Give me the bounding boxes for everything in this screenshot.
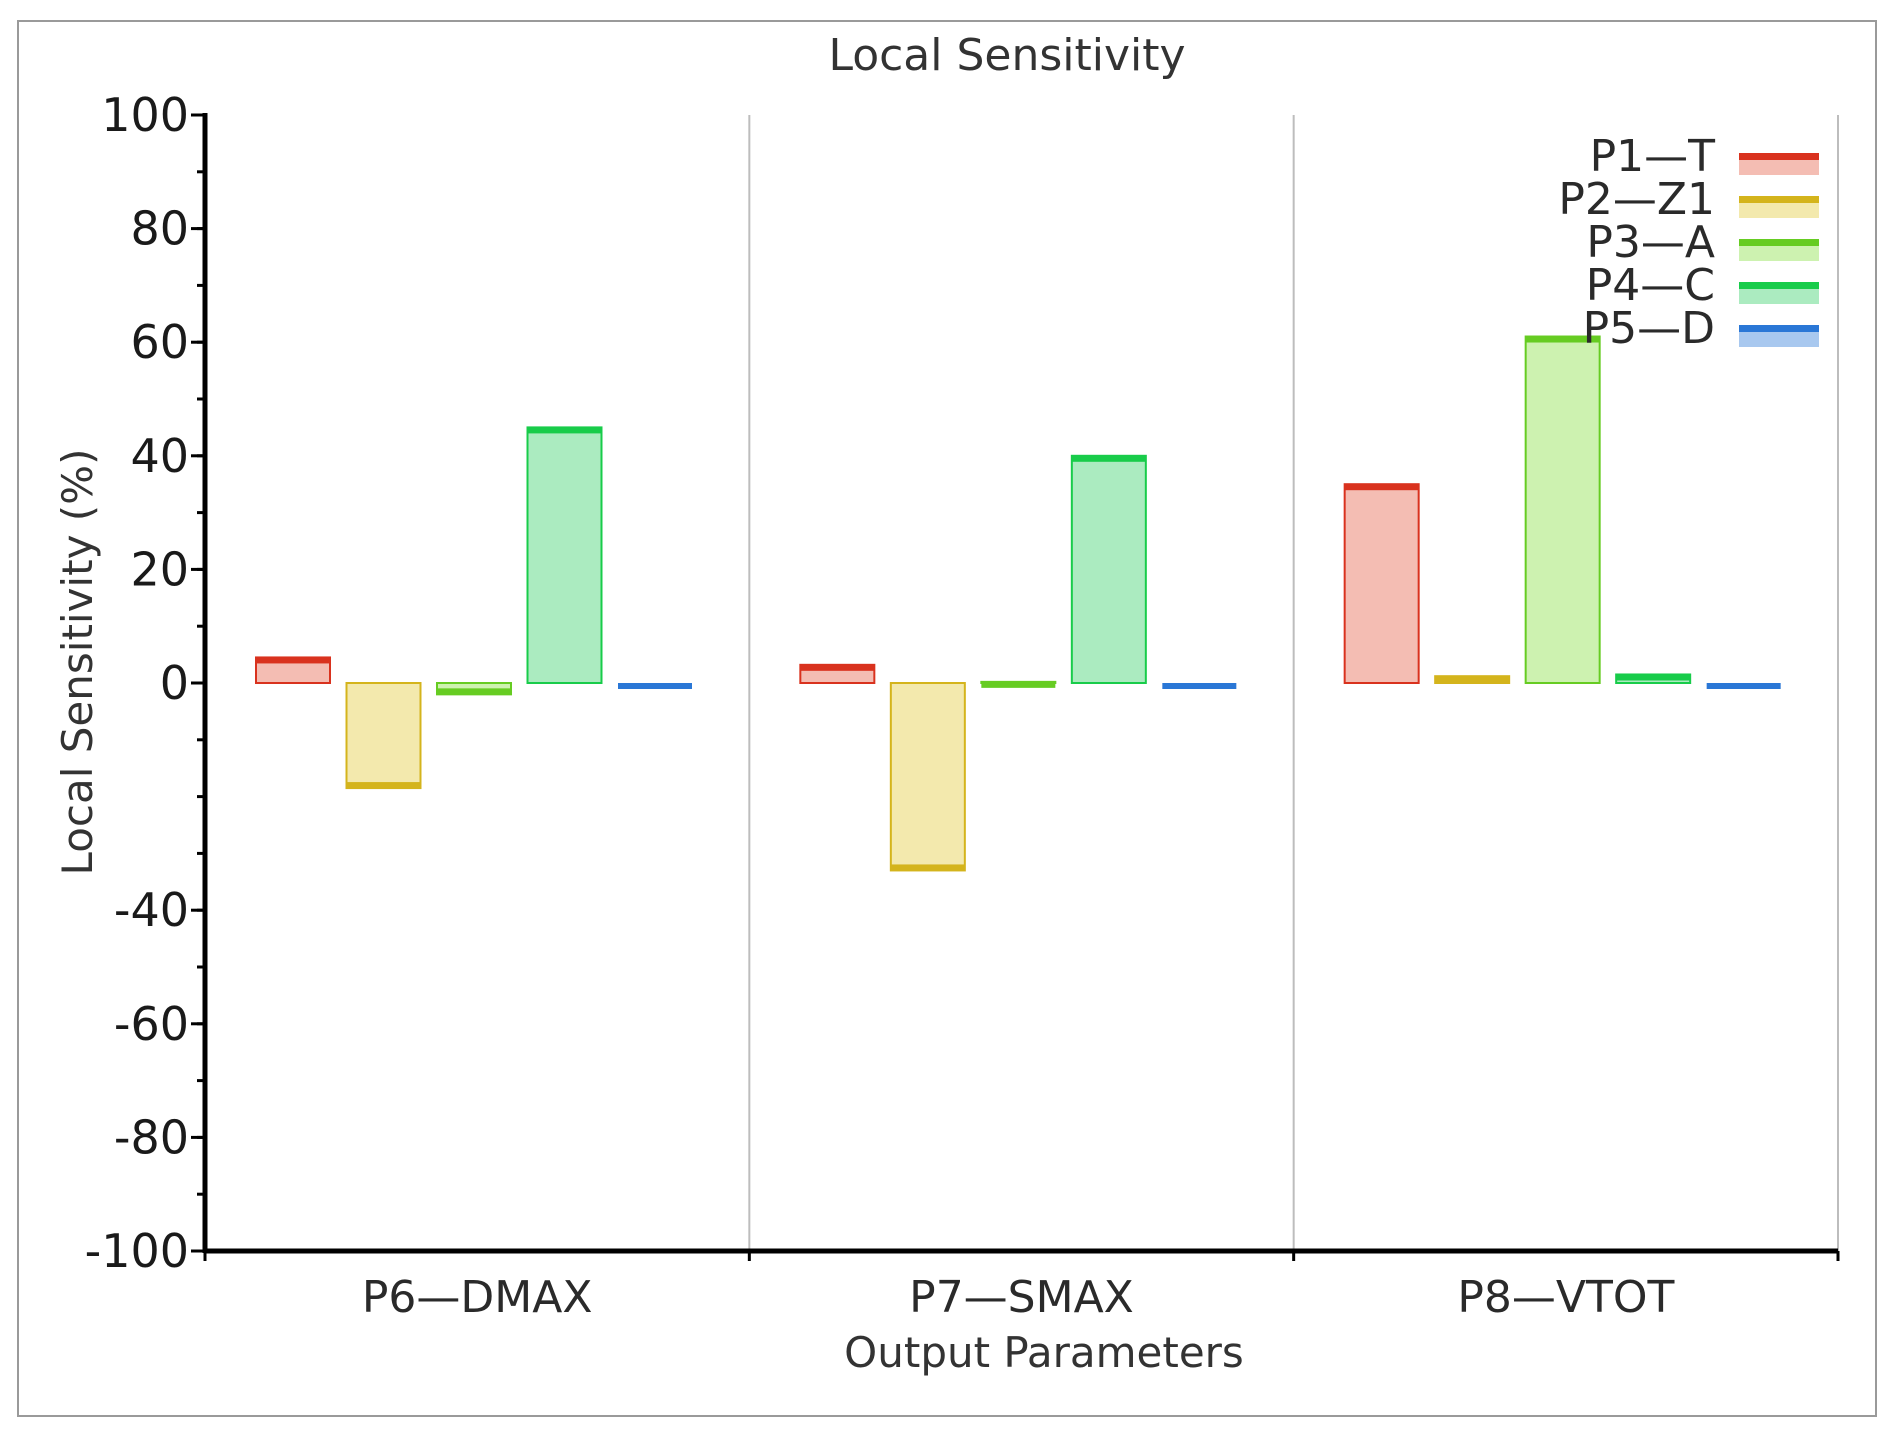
x-tick-label: P6—DMAX xyxy=(362,1272,593,1323)
bar-0-1 xyxy=(799,663,876,684)
bar-2-2 xyxy=(1524,335,1601,684)
legend-label: P1—T xyxy=(1590,131,1716,182)
bar-1-2 xyxy=(1434,675,1511,685)
bar-2-0 xyxy=(436,682,512,696)
bar-4-0 xyxy=(618,683,692,689)
legend-swatch-line xyxy=(1739,282,1819,289)
bar-1-0 xyxy=(345,682,422,790)
y-tick-label: -80 xyxy=(114,1110,189,1164)
bar-4-2 xyxy=(1706,683,1781,689)
y-axis-label: Local Sensitivity (%) xyxy=(53,449,102,876)
legend-swatch-line xyxy=(1739,153,1819,160)
legend-label: P5—D xyxy=(1583,303,1715,354)
bar-0-0 xyxy=(255,656,331,685)
y-tick-label: -40 xyxy=(114,883,189,937)
bar-cap xyxy=(1162,683,1237,689)
bar-cap xyxy=(800,664,875,671)
bar-cap xyxy=(256,657,330,664)
x-tick-label: P8—VTOT xyxy=(1457,1272,1674,1323)
bar-body xyxy=(345,682,422,790)
bar-3-1 xyxy=(1070,454,1147,684)
y-tick-label: 20 xyxy=(130,542,189,596)
y-tick-label: 100 xyxy=(101,88,189,142)
bar-3-2 xyxy=(1615,673,1692,684)
bar-cap xyxy=(346,782,421,789)
bar-cap xyxy=(1525,336,1600,343)
legend-label: P3—A xyxy=(1586,217,1715,268)
bar-cap xyxy=(1435,676,1510,683)
bar-cap xyxy=(981,681,1056,688)
bar-body xyxy=(1070,454,1147,684)
legend-entry: P1—T xyxy=(1590,131,1819,182)
bar-cap xyxy=(618,683,692,689)
legend-entry: P2—Z1 xyxy=(1558,174,1819,225)
y-ticks: 100 80 60 40 20 0 -40 -60 -80 -100 xyxy=(85,88,205,1278)
x-axis-label: Output Parameters xyxy=(844,1328,1244,1377)
bar-4-1 xyxy=(1162,683,1237,689)
bar-cap xyxy=(1616,674,1691,681)
chart-title: Local Sensitivity xyxy=(828,30,1185,81)
legend-swatch-line xyxy=(1739,325,1819,332)
bar-body xyxy=(1343,483,1420,685)
bar-2-1 xyxy=(980,680,1057,688)
bar-1-1 xyxy=(889,682,966,872)
y-tick-label: 60 xyxy=(130,315,189,369)
bar-3-0 xyxy=(526,426,603,684)
legend-swatch-line xyxy=(1739,196,1819,203)
chart-canvas: Local Sensitivity 100 80 60 40 20 0 -40 -60 -80 -… xyxy=(53,30,1840,1377)
legend-swatch-fill xyxy=(1739,288,1819,304)
bar-cap xyxy=(1071,455,1146,462)
legend-entry: P5—D xyxy=(1583,303,1819,354)
bar-cap xyxy=(890,864,965,871)
y-tick-label: -100 xyxy=(85,1224,189,1278)
bar-body xyxy=(1524,335,1601,684)
bar-body xyxy=(526,426,603,684)
bars xyxy=(255,335,1781,872)
bar-0-2 xyxy=(1343,483,1420,685)
category-separators xyxy=(748,115,1839,1251)
legend-swatch-fill xyxy=(1739,331,1819,347)
chart-frame: Local Sensitivity 100 80 60 40 20 0 -40 -60 -80 -… xyxy=(17,20,1877,1417)
legend-swatch-fill xyxy=(1739,159,1819,175)
bar-cap xyxy=(437,688,511,695)
legend-label: P4—C xyxy=(1586,260,1715,311)
legend-entry: P4—C xyxy=(1586,260,1819,311)
x-ticks: P6—DMAX P7—SMAX P8—VTOT xyxy=(203,1251,1840,1323)
y-tick-label: 40 xyxy=(130,429,189,483)
bar-cap xyxy=(1344,484,1419,491)
y-tick-label: 0 xyxy=(160,656,189,710)
bar-body xyxy=(889,682,966,872)
y-tick-label: 80 xyxy=(130,202,189,256)
legend-label: P2—Z1 xyxy=(1558,174,1715,225)
y-tick-label: -60 xyxy=(114,997,189,1051)
bar-cap xyxy=(527,427,602,434)
bar-cap xyxy=(1706,683,1781,689)
legend-entry: P3—A xyxy=(1586,217,1819,268)
legend-swatch-fill xyxy=(1739,245,1819,261)
legend-swatch-line xyxy=(1739,239,1819,246)
legend-swatch-fill xyxy=(1739,202,1819,218)
x-tick-label: P7—SMAX xyxy=(909,1272,1134,1323)
